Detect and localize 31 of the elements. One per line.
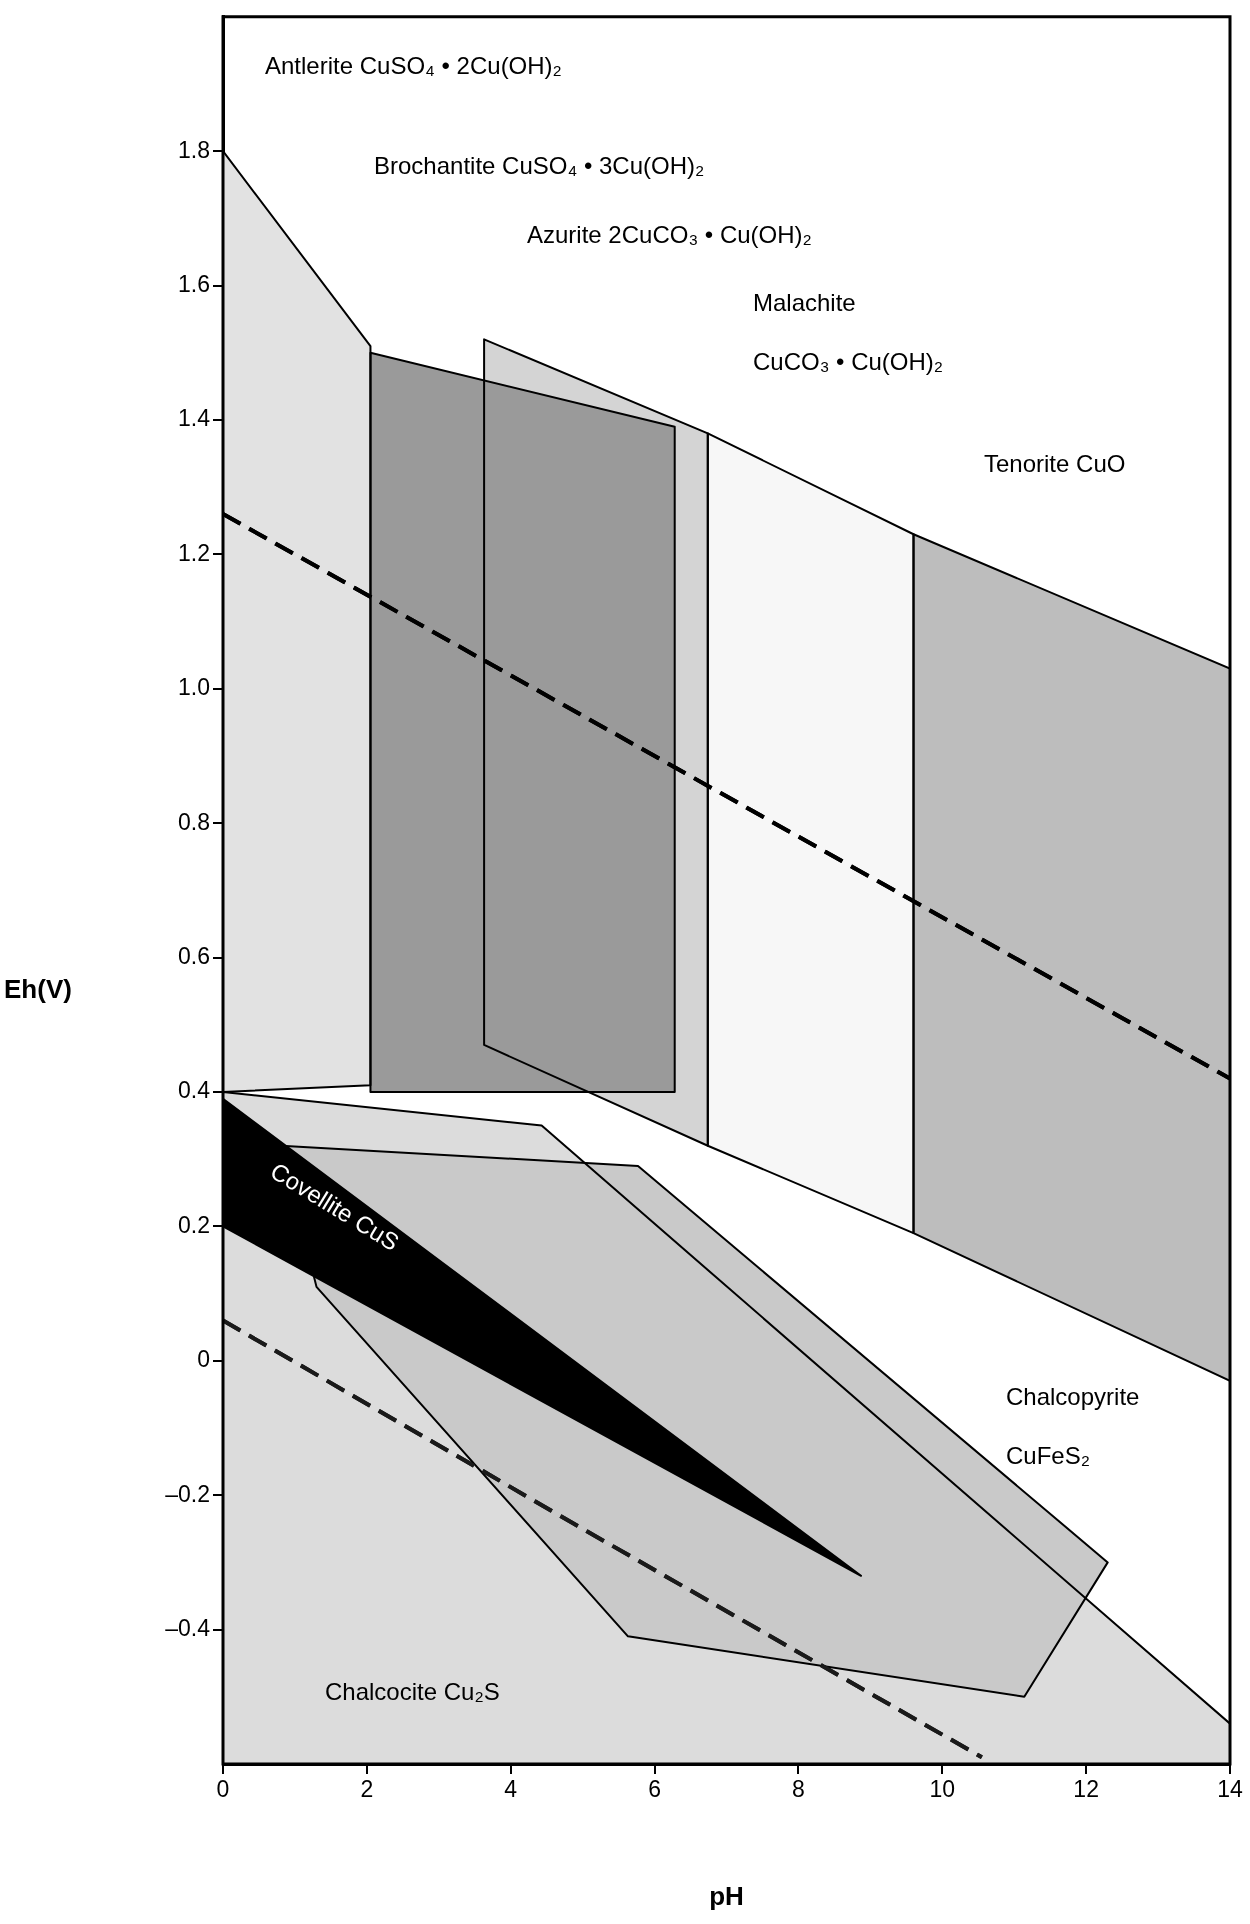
annotation: Malachite (753, 288, 856, 316)
annotation: Chalcocite Cu₂S (325, 1677, 500, 1705)
x-axis-title: pH (709, 1881, 744, 1912)
y-axis-title: Eh(V) (4, 973, 72, 1004)
y-tick-label: 0.4 (178, 1077, 211, 1104)
annotation: Tenorite CuO (984, 449, 1126, 477)
annotation: CuCO₃ • Cu(OH)₂ (753, 347, 944, 375)
y-tick-label: 1.2 (178, 539, 210, 566)
y-tick-label: 0.6 (178, 942, 210, 969)
x-tick-label: 12 (1073, 1776, 1099, 1803)
y-tick-label: 1.0 (178, 674, 210, 701)
x-tick-label: 6 (648, 1776, 661, 1803)
annotation: Chalcopyrite (1006, 1382, 1140, 1410)
annotation: Azurite 2CuCO₃ • Cu(OH)₂ (527, 220, 812, 248)
y-tick-label: 1.8 (178, 136, 210, 163)
y-tick-label: 1.6 (178, 270, 210, 297)
x-tick-label: 0 (216, 1776, 230, 1803)
annotation: CuFeS₂ (1006, 1441, 1091, 1469)
x-tick-label: 2 (360, 1776, 374, 1803)
y-tick-label: –0.4 (165, 1614, 211, 1641)
y-tick-label: 0.8 (178, 808, 210, 835)
x-tick-label: 14 (1217, 1776, 1243, 1803)
annotation: Brochantite CuSO₄ • 3Cu(OH)₂ (374, 151, 705, 179)
x-tick-label: 10 (929, 1776, 956, 1803)
y-tick-label: 0 (197, 1346, 210, 1373)
x-tick-label: 8 (792, 1776, 805, 1803)
x-tick-label: 4 (504, 1776, 518, 1803)
y-tick-label: –0.2 (165, 1480, 210, 1507)
y-tick-label: 0.2 (178, 1211, 210, 1238)
y-tick-label: 1.4 (178, 405, 211, 432)
annotation: Antlerite CuSO₄ • 2Cu(OH)₂ (265, 51, 562, 79)
